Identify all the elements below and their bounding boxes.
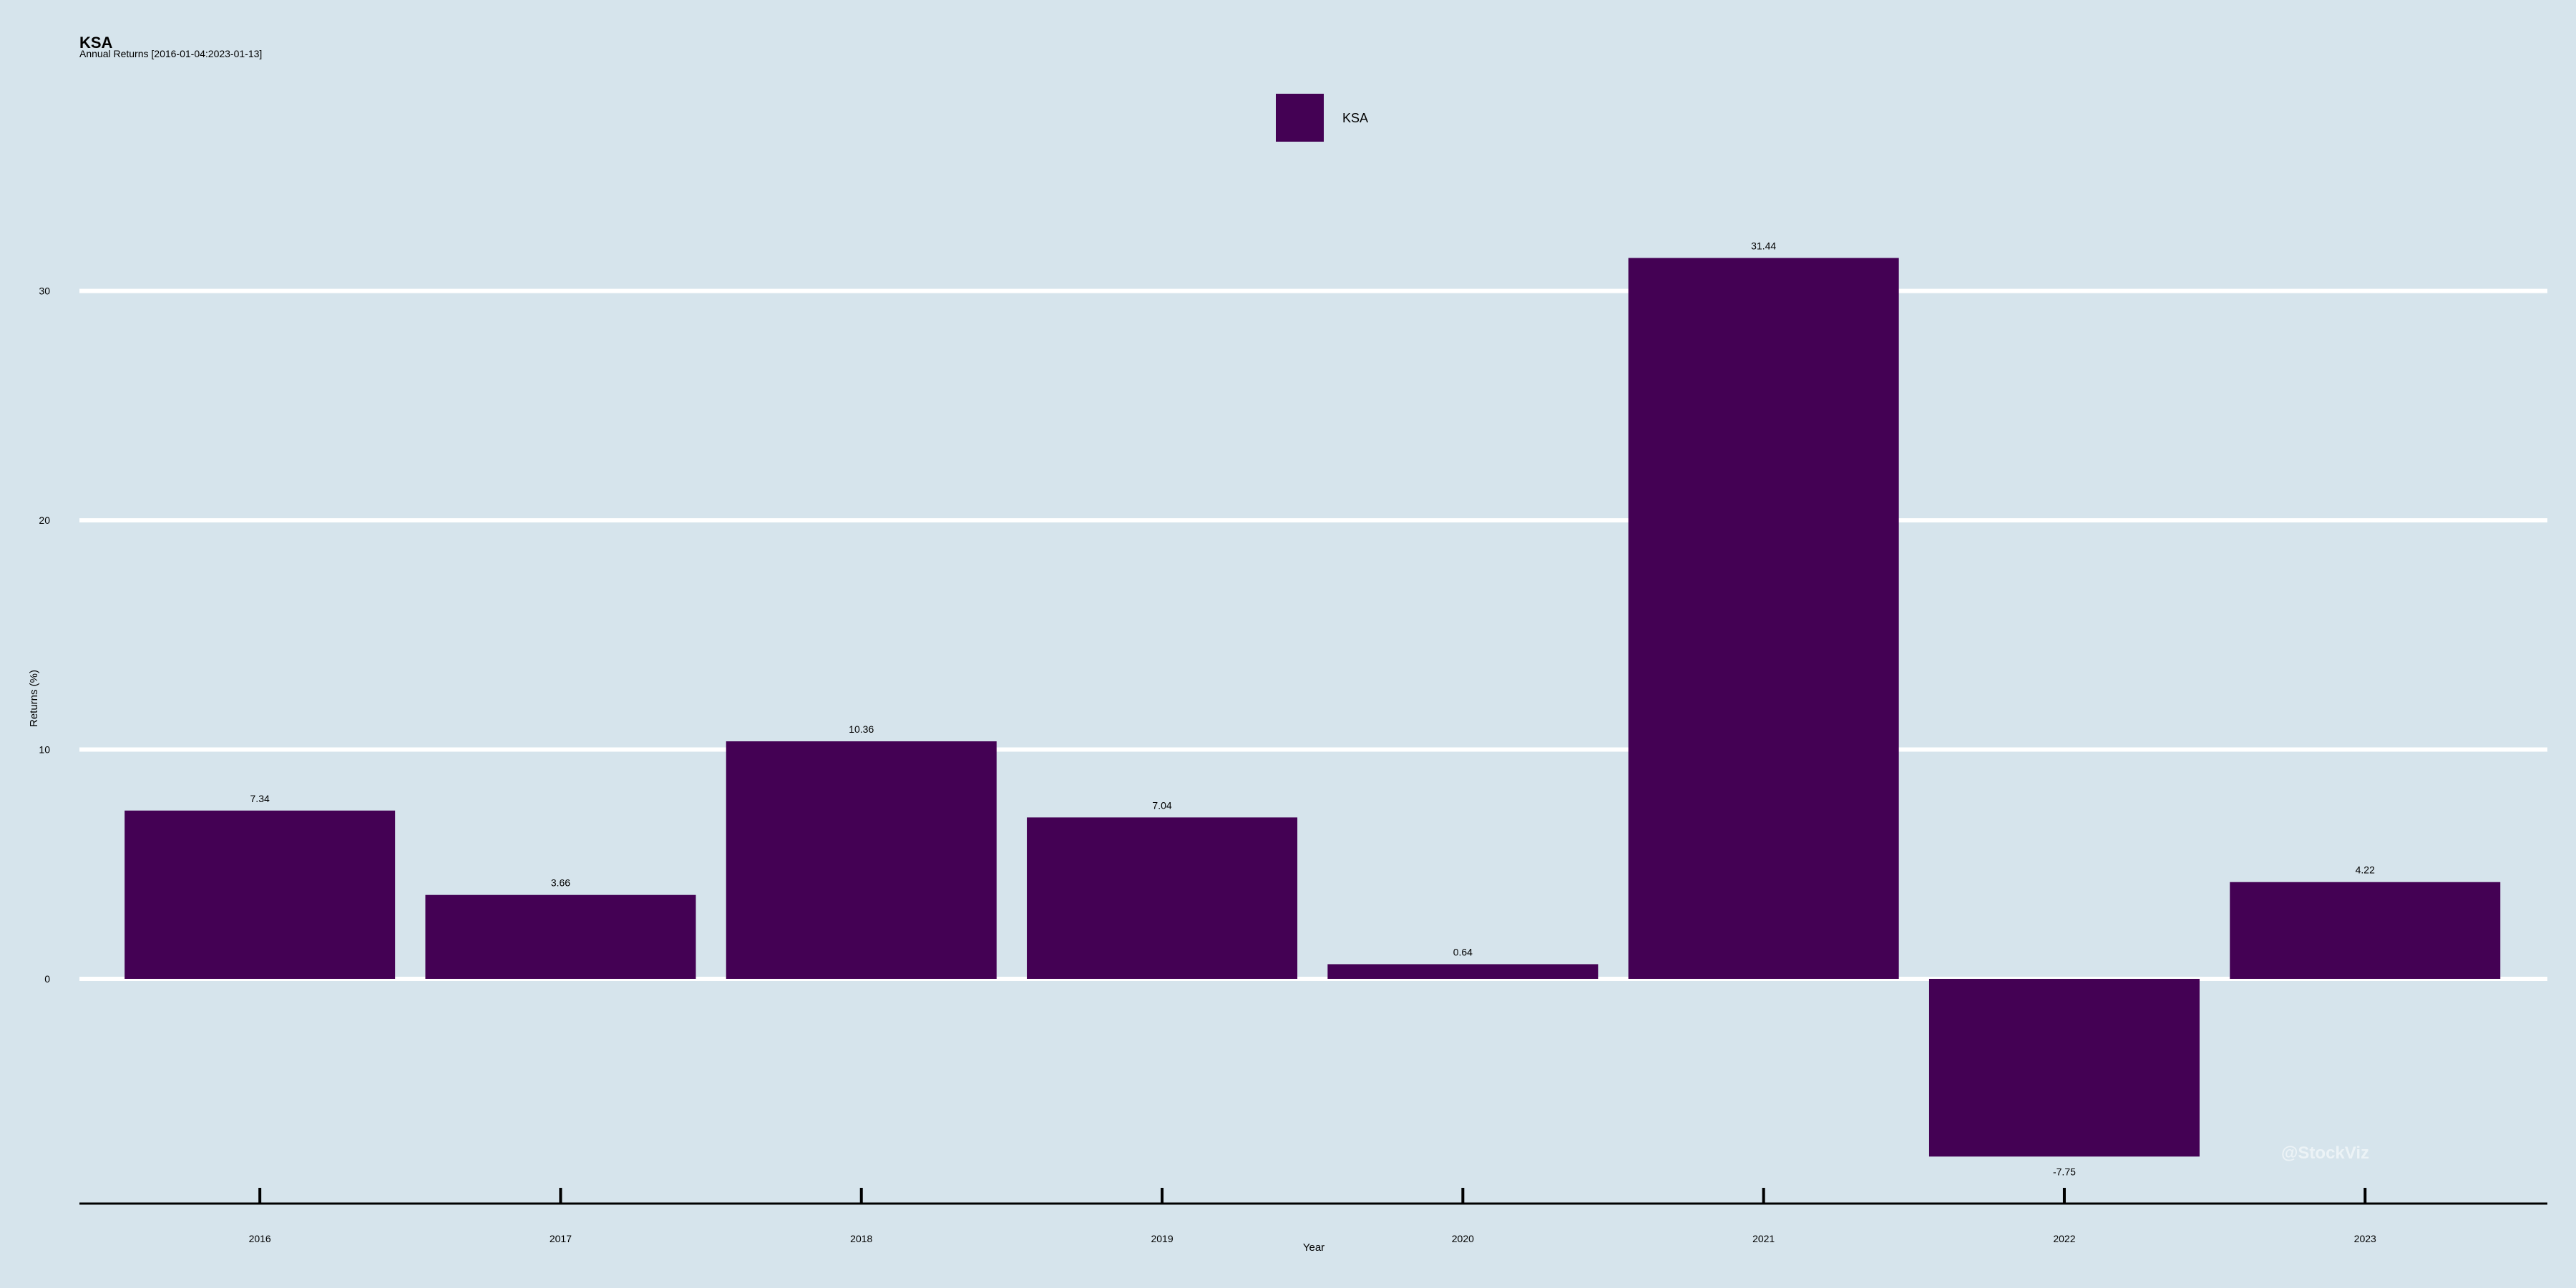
bar-2022 xyxy=(1928,978,2200,1157)
bar-2017 xyxy=(425,894,696,979)
data-label-2023: 4.22 xyxy=(2356,864,2375,876)
data-labels: 7.34 3.66 10.36 7.04 0.64 31.44 -7.75 4.22 xyxy=(250,240,2376,1178)
y-tick-label: 10 xyxy=(39,744,50,756)
data-label-2020: 0.64 xyxy=(1453,946,1473,957)
legend: KSA xyxy=(1276,94,1368,142)
y-axis-ticks: 0 10 20 30 xyxy=(39,286,50,985)
x-tick-label-2020: 2020 xyxy=(1452,1233,1474,1244)
x-tick-label-2019: 2019 xyxy=(1151,1233,1173,1244)
chart-subtitle: Annual Returns [2016-01-04:2023-01-13] xyxy=(79,48,262,59)
bar-2023 xyxy=(2230,882,2501,979)
x-tick-label-2021: 2021 xyxy=(1752,1233,1775,1244)
x-tick-label-2022: 2022 xyxy=(2053,1233,2075,1244)
data-label-2018: 10.36 xyxy=(849,723,874,735)
bars xyxy=(125,258,2501,1157)
data-label-2019: 7.04 xyxy=(1152,799,1171,811)
x-tick-label-2023: 2023 xyxy=(2354,1233,2376,1244)
bar-2019 xyxy=(1027,817,1298,979)
bar-2016 xyxy=(125,810,396,979)
bar-2018 xyxy=(726,741,997,979)
data-label-2016: 7.34 xyxy=(250,793,270,804)
chart-title: KSA xyxy=(79,34,113,52)
y-tick-label: 0 xyxy=(44,973,50,985)
x-axis-ticks: 2016 2017 2018 2019 2020 2021 2022 2023 xyxy=(249,1188,2376,1244)
x-tick-label-2017: 2017 xyxy=(550,1233,572,1244)
x-tick-label-2018: 2018 xyxy=(850,1233,872,1244)
legend-swatch-ksa xyxy=(1276,94,1324,142)
x-axis-label: Year xyxy=(1303,1241,1324,1254)
data-label-2017: 3.66 xyxy=(551,877,570,889)
y-tick-label: 20 xyxy=(39,514,50,526)
bar-2020 xyxy=(1327,964,1599,979)
bar-2021 xyxy=(1628,258,1899,979)
gridlines xyxy=(79,288,2547,981)
data-label-2021: 31.44 xyxy=(1751,240,1776,252)
data-label-2022: -7.75 xyxy=(2053,1166,2076,1177)
y-axis-label: Returns (%) xyxy=(28,670,40,727)
watermark: @StockViz xyxy=(2281,1143,2369,1163)
y-tick-label: 30 xyxy=(39,286,50,297)
legend-label-ksa: KSA xyxy=(1342,111,1368,125)
x-tick-label-2016: 2016 xyxy=(249,1233,271,1244)
